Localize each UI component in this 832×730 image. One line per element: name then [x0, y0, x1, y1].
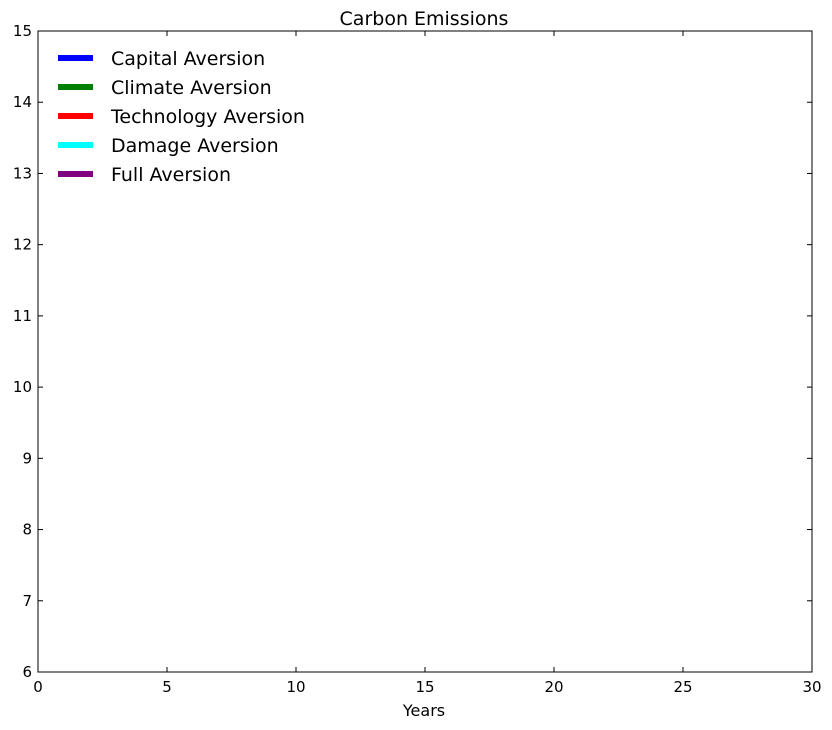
y-axis: 6 7 8 9 10 11 12 13 14 15: [13, 22, 812, 681]
x-tick-label: 20: [544, 678, 563, 696]
chart-title: Carbon Emissions: [340, 8, 509, 30]
y-tick-label: 15: [13, 22, 32, 40]
x-tick-label: 15: [415, 678, 434, 696]
y-tick-label: 13: [13, 164, 32, 182]
x-tick-label: 5: [162, 678, 172, 696]
x-axis: 0 5 10 15 20 25 30: [33, 31, 822, 696]
x-axis-label: Years: [402, 701, 445, 720]
legend: Capital Aversion Climate Aversion Technolo…: [58, 48, 305, 186]
y-tick-label: 10: [13, 378, 32, 396]
legend-label: Climate Aversion: [111, 77, 272, 99]
y-tick-label: 11: [13, 307, 32, 325]
legend-label: Damage Aversion: [111, 135, 279, 157]
legend-label: Capital Aversion: [111, 48, 265, 70]
y-tick-label: 9: [22, 449, 32, 467]
x-tick-label: 10: [286, 678, 305, 696]
y-tick-label: 12: [13, 236, 32, 254]
x-tick-label: 30: [802, 678, 821, 696]
plot-frame: [37, 30, 813, 673]
y-tick-label: 14: [13, 93, 32, 111]
legend-label: Full Aversion: [111, 164, 231, 186]
y-tick-label: 7: [22, 592, 32, 610]
y-tick-label: 8: [22, 521, 32, 539]
x-tick-label: 25: [673, 678, 692, 696]
y-tick-label: 6: [22, 663, 32, 681]
x-tick-label: 0: [33, 678, 43, 696]
legend-label: Technology Aversion: [110, 106, 305, 128]
